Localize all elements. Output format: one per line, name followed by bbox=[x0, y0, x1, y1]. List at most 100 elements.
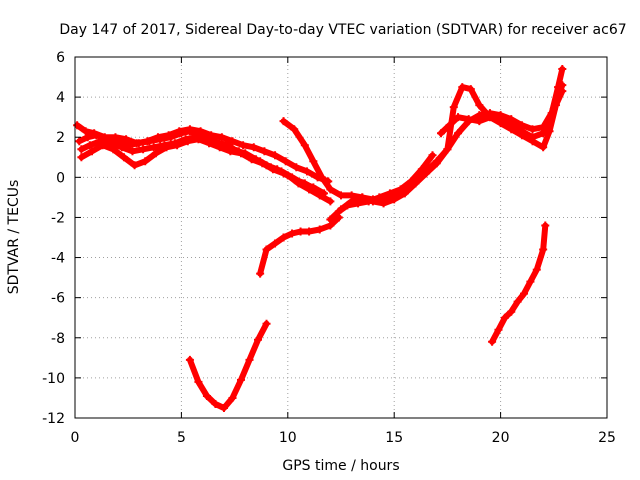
data-point bbox=[513, 297, 522, 306]
data-point bbox=[326, 197, 335, 206]
data-point bbox=[117, 143, 126, 152]
x-tick-label: 10 bbox=[279, 430, 297, 446]
data-point bbox=[202, 391, 211, 400]
data-point bbox=[449, 103, 458, 112]
y-tick-label: 6 bbox=[56, 50, 65, 66]
y-tick-label: 2 bbox=[56, 130, 65, 146]
data-point bbox=[245, 355, 254, 364]
x-tick-label: 5 bbox=[177, 430, 186, 446]
data-point bbox=[236, 149, 245, 158]
x-tick-label: 0 bbox=[71, 430, 80, 446]
data-point bbox=[254, 335, 263, 344]
data-point bbox=[319, 189, 328, 198]
series-track-11 bbox=[488, 221, 550, 346]
data-point bbox=[143, 137, 152, 146]
data-point bbox=[279, 169, 288, 178]
x-tick-label: 20 bbox=[492, 430, 510, 446]
data-point bbox=[122, 135, 131, 144]
series-line bbox=[257, 214, 342, 277]
x-tick-label: 15 bbox=[385, 430, 403, 446]
data-point bbox=[183, 137, 192, 146]
data-point bbox=[196, 127, 205, 136]
series-track-7 bbox=[437, 87, 567, 152]
x-tick-label: 25 bbox=[598, 430, 616, 446]
data-point bbox=[326, 221, 335, 230]
data-point bbox=[458, 83, 467, 92]
data-point bbox=[494, 325, 503, 334]
data-point bbox=[464, 115, 473, 124]
data-point bbox=[326, 185, 335, 194]
data-point bbox=[132, 139, 141, 148]
plot-frame bbox=[74, 56, 608, 419]
data-point bbox=[496, 119, 505, 128]
data-point bbox=[211, 399, 220, 408]
data-point bbox=[153, 133, 162, 142]
y-tick-label: 4 bbox=[56, 90, 65, 106]
data-point bbox=[109, 145, 118, 154]
axis-ticks: 0 5 10 15 20 25 -12 -10 -8 -6 -4 -2 0 2 4 6 bbox=[42, 50, 616, 446]
data-point bbox=[309, 157, 318, 166]
y-tick-label: -4 bbox=[51, 251, 65, 267]
data-point bbox=[258, 159, 267, 168]
data-point bbox=[428, 151, 437, 160]
data-point bbox=[507, 307, 516, 316]
data-point bbox=[139, 145, 148, 154]
chart-title: Day 147 of 2017, Sidereal Day-to-day VTE… bbox=[59, 22, 626, 38]
data-point bbox=[528, 125, 537, 134]
data-point bbox=[526, 277, 535, 286]
series-track-9 bbox=[256, 213, 343, 278]
data-point bbox=[228, 137, 237, 146]
data-point bbox=[73, 121, 82, 130]
series-line bbox=[280, 82, 566, 203]
data-point bbox=[305, 227, 314, 236]
series-track-8 bbox=[326, 151, 437, 224]
data-point bbox=[317, 173, 326, 182]
data-point bbox=[551, 101, 560, 110]
data-point bbox=[236, 375, 245, 384]
data-point bbox=[185, 355, 194, 364]
data-point bbox=[528, 137, 537, 146]
data-point bbox=[432, 159, 441, 168]
data-point bbox=[175, 127, 184, 136]
data-point bbox=[119, 153, 128, 162]
data-point bbox=[226, 147, 235, 156]
data-point bbox=[262, 245, 271, 254]
data-point bbox=[445, 121, 454, 130]
data-point bbox=[545, 127, 554, 136]
data-point bbox=[454, 129, 463, 138]
data-point bbox=[337, 191, 345, 200]
data-point bbox=[77, 153, 86, 162]
data-point bbox=[194, 135, 203, 144]
data-point bbox=[466, 85, 475, 94]
data-point bbox=[85, 141, 94, 150]
data-point bbox=[300, 179, 309, 188]
data-point bbox=[500, 313, 509, 322]
data-point bbox=[379, 199, 388, 208]
data-point bbox=[407, 177, 416, 186]
data-point bbox=[302, 167, 311, 176]
data-point bbox=[262, 319, 271, 328]
series-track-3 bbox=[73, 121, 333, 186]
data-point bbox=[475, 117, 484, 126]
data-point bbox=[558, 87, 567, 96]
data-point bbox=[539, 245, 548, 254]
data-point bbox=[292, 163, 301, 172]
data-point bbox=[247, 155, 256, 164]
data-point bbox=[100, 133, 109, 142]
data-point bbox=[343, 201, 352, 210]
data-point bbox=[228, 393, 237, 402]
data-series bbox=[73, 65, 567, 412]
data-point bbox=[354, 199, 363, 208]
data-point bbox=[260, 147, 269, 156]
data-point bbox=[215, 143, 224, 152]
data-point bbox=[162, 143, 171, 152]
y-tick-label: -8 bbox=[51, 331, 65, 347]
data-point bbox=[290, 125, 299, 134]
data-point bbox=[488, 337, 497, 346]
data-point bbox=[75, 137, 84, 146]
data-point bbox=[249, 143, 258, 152]
series-track-10 bbox=[185, 319, 271, 412]
x-axis-label: GPS time / hours bbox=[282, 458, 399, 474]
data-point bbox=[400, 189, 409, 198]
